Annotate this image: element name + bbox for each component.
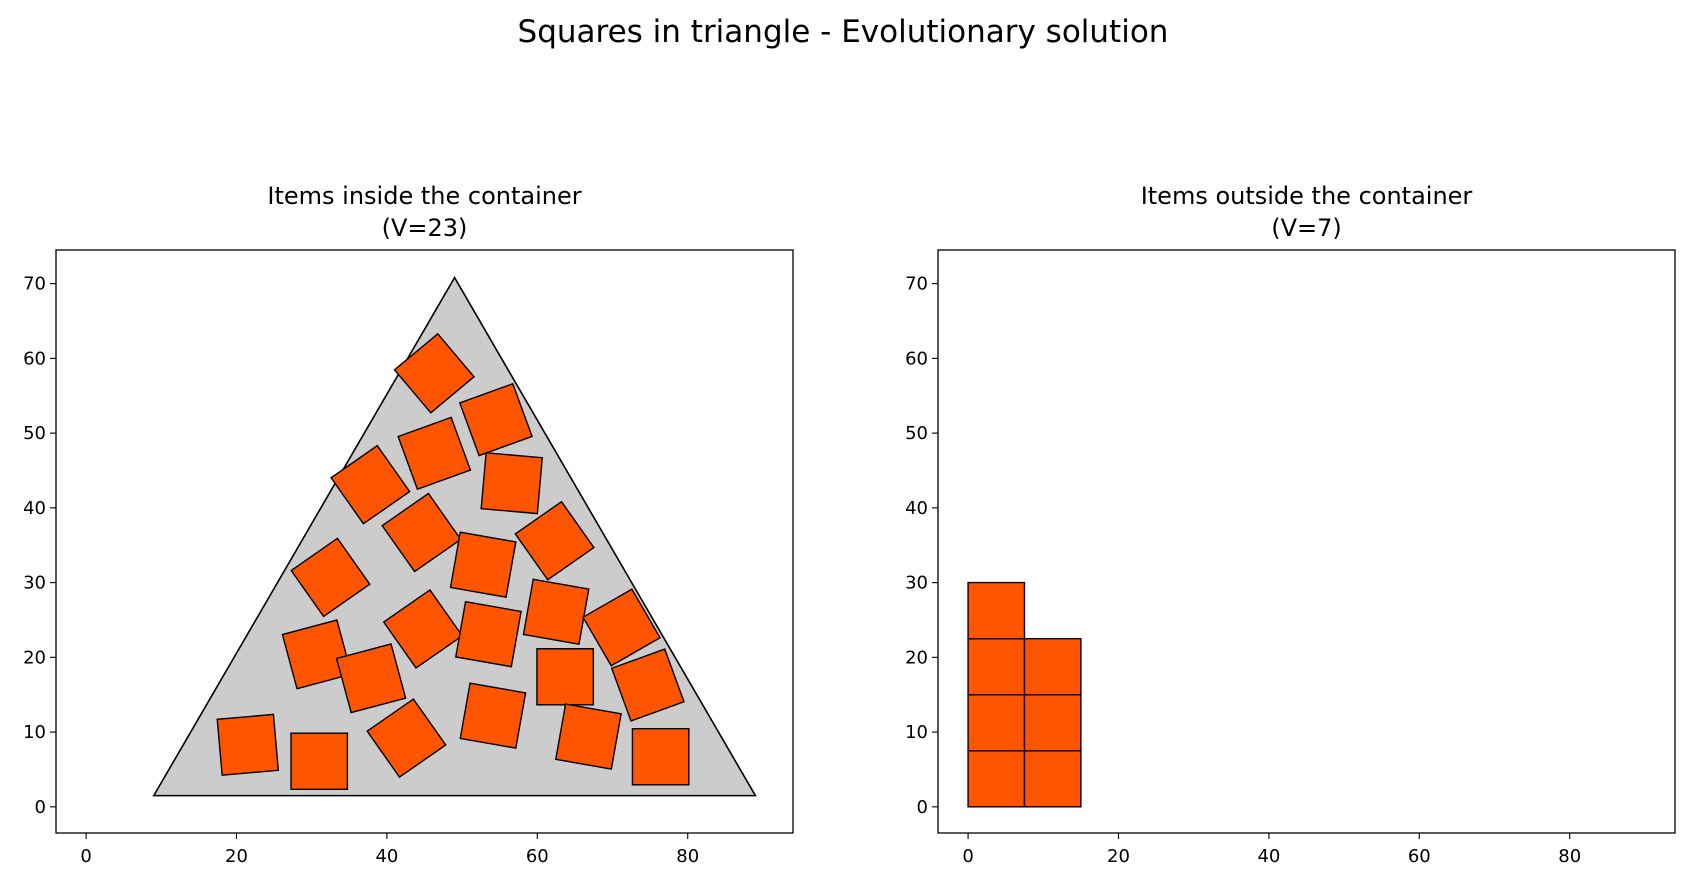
x-tick-label: 40 — [375, 846, 398, 867]
plot-area — [967, 581, 1082, 808]
item-square — [480, 452, 544, 515]
panel-subtitle: (V=23) — [382, 214, 468, 242]
item-square — [454, 600, 522, 668]
y-tick-label: 50 — [23, 423, 46, 444]
y-tick-label: 50 — [905, 423, 928, 444]
item-square — [967, 637, 1026, 696]
x-tick-label: 20 — [1107, 846, 1130, 867]
plot-area — [152, 276, 757, 797]
item-square — [610, 648, 685, 722]
x-tick-label: 40 — [1257, 846, 1280, 867]
x-tick-label: 60 — [1408, 846, 1431, 867]
item-square — [1023, 694, 1082, 752]
item-square — [967, 694, 1026, 752]
item-square — [631, 728, 690, 786]
panel-outside: Items outside the container (V=7) 0 20 40 60 8… — [905, 182, 1676, 867]
x-tick-label: 0 — [962, 846, 973, 867]
item-square — [290, 537, 371, 618]
axes-frame — [55, 249, 794, 834]
y-tick-label: 20 — [905, 647, 928, 668]
item-square — [967, 581, 1026, 640]
y-tick-label: 70 — [905, 274, 928, 295]
item-square — [522, 578, 590, 646]
y-tick-label: 70 — [23, 274, 46, 295]
item-square — [382, 588, 464, 669]
y-tick-label: 40 — [23, 498, 46, 519]
item-square — [582, 588, 662, 667]
panel-title: Items outside the container — [1141, 182, 1473, 210]
item-square — [397, 416, 472, 491]
item-square — [514, 500, 595, 581]
item-square — [290, 732, 349, 790]
item-square — [449, 531, 517, 598]
item-square — [1023, 637, 1082, 696]
y-tick-label: 60 — [23, 348, 46, 369]
item-square — [366, 698, 447, 779]
item-square — [330, 444, 411, 525]
y-tick-label: 30 — [905, 573, 928, 594]
item-square — [1023, 750, 1082, 808]
item-square — [381, 492, 462, 573]
y-tick-label: 30 — [23, 573, 46, 594]
item-square — [458, 382, 533, 457]
item-square — [536, 648, 595, 706]
item-square — [554, 703, 622, 770]
item-square — [393, 332, 475, 414]
item-square — [216, 713, 280, 776]
x-tick-label: 0 — [80, 846, 91, 867]
y-tick-label: 40 — [905, 498, 928, 519]
x-tick-label: 60 — [526, 846, 549, 867]
x-tick-label: 80 — [676, 846, 699, 867]
item-square — [459, 682, 527, 749]
y-tick-label: 10 — [23, 722, 46, 743]
item-square — [335, 643, 407, 714]
y-tick-label: 0 — [35, 797, 46, 818]
item-square — [281, 619, 353, 690]
y-tick-label: 60 — [905, 348, 928, 369]
x-tick-label: 80 — [1558, 846, 1581, 867]
y-tick-label: 10 — [905, 722, 928, 743]
panel-subtitle: (V=7) — [1271, 214, 1342, 242]
y-tick-label: 0 — [917, 797, 928, 818]
axes-frame — [937, 249, 1676, 834]
figure-title: Squares in triangle - Evolutionary solut… — [518, 14, 1169, 50]
panel-inside: Items inside the container (V=23) 0 20 40 60 8… — [23, 182, 794, 867]
panel-title: Items inside the container — [267, 182, 581, 210]
item-square — [967, 750, 1026, 808]
x-tick-label: 20 — [225, 846, 248, 867]
y-tick-label: 20 — [23, 647, 46, 668]
